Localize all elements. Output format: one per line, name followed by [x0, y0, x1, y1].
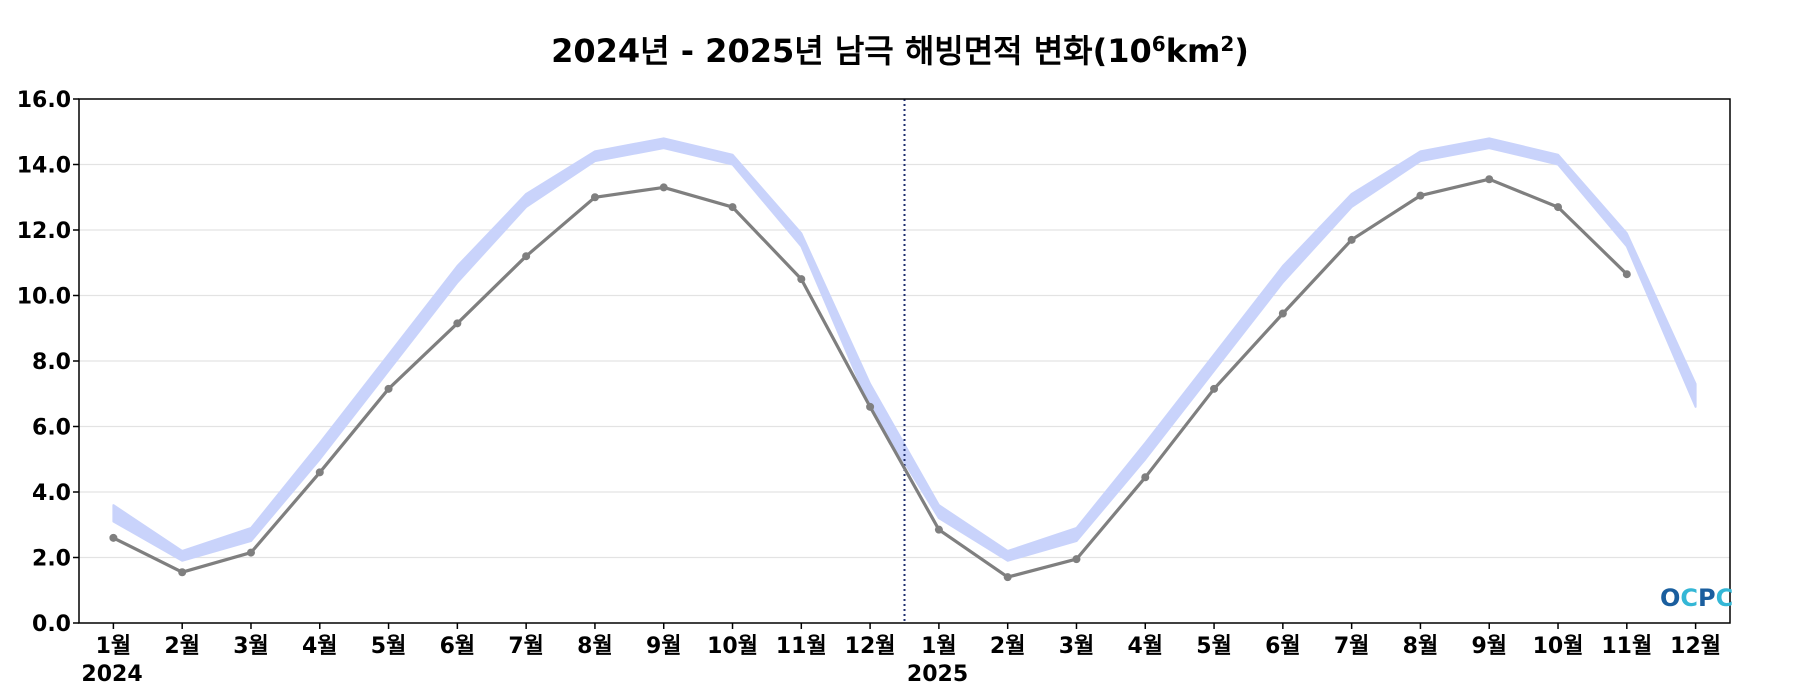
- data-point: [384, 384, 393, 393]
- x-tick-label: 5월: [1196, 634, 1232, 659]
- logo-letter: C: [1716, 584, 1734, 612]
- data-point: [246, 548, 255, 557]
- year-label: 2024: [81, 662, 142, 687]
- y-tick-label: 16.0: [17, 88, 71, 113]
- y-tick-label: 12.0: [17, 219, 71, 244]
- x-tick-label: 3월: [233, 634, 269, 659]
- x-tick-label: 6월: [440, 634, 476, 659]
- y-tick-label: 14.0: [17, 154, 71, 179]
- data-point: [453, 319, 462, 328]
- logo-letter: O: [1660, 584, 1680, 612]
- x-tick-label: 7월: [508, 634, 544, 659]
- x-tick-label: 12월: [845, 634, 896, 659]
- data-point: [315, 468, 324, 477]
- y-tick-label: 4.0: [32, 481, 71, 506]
- data-point: [109, 533, 118, 542]
- data-point: [1072, 555, 1081, 564]
- x-tick-label: 10월: [707, 634, 758, 659]
- year-labels: 2024 2025: [81, 662, 968, 687]
- x-tick-label: 1월: [96, 634, 132, 659]
- title-text: km: [1166, 32, 1221, 70]
- y-tick-label: 6.0: [32, 416, 71, 441]
- data-point: [934, 525, 943, 534]
- data-point: [522, 252, 531, 261]
- logo-letter: P: [1698, 584, 1716, 612]
- x-tick-label: 8월: [577, 634, 613, 659]
- x-tick-label: 1월: [921, 634, 957, 659]
- x-tick-label: 2월: [990, 634, 1026, 659]
- x-tick-label: 11월: [776, 634, 827, 659]
- title-text: 2024년 - 2025년 남극 해빙면적 변화(10: [551, 32, 1152, 70]
- x-axis-ticks: 1월 2월 3월 4월 5월 6월 7월 8월 9월 10월 11월 12월 1월 2월 3월 4월 5월 6월 7…: [96, 623, 1721, 659]
- extent-series: [112, 177, 1628, 579]
- y-tick-label: 2.0: [32, 547, 71, 572]
- x-tick-label: 6월: [1265, 634, 1301, 659]
- data-point: [1554, 203, 1563, 212]
- extent-points: [109, 175, 1631, 582]
- y-axis-ticks: 0.0 2.0 4.0 6.0 8.0 10.0 12.0 14.0 16.0: [17, 88, 79, 637]
- y-tick-label: 10.0: [17, 285, 71, 310]
- data-point: [659, 183, 668, 192]
- title-superscript: 2: [1220, 32, 1234, 56]
- y-tick-label: 8.0: [32, 350, 71, 375]
- x-tick-label: 7월: [1334, 634, 1370, 659]
- chart-title: 2024년 - 2025년 남극 해빙면적 변화(106km2): [551, 32, 1249, 70]
- normal-range-band: [112, 137, 1697, 562]
- data-point: [1485, 175, 1494, 184]
- data-point: [178, 568, 187, 577]
- x-tick-label: 5월: [371, 634, 407, 659]
- x-tick-label: 10월: [1533, 634, 1584, 659]
- x-tick-label: 9월: [646, 634, 682, 659]
- logo-letter: C: [1680, 584, 1698, 612]
- title-text: ): [1234, 32, 1249, 70]
- x-tick-label: 12월: [1670, 634, 1721, 659]
- y-tick-label: 0.0: [32, 612, 71, 637]
- normal-range-area: [112, 137, 1697, 562]
- x-tick-label: 11월: [1601, 634, 1652, 659]
- data-point: [728, 203, 737, 212]
- data-point: [1416, 191, 1425, 200]
- data-point: [1622, 270, 1631, 279]
- data-point: [1278, 309, 1287, 318]
- data-point: [1003, 573, 1012, 582]
- data-point: [797, 275, 806, 284]
- extent-line: [112, 177, 1628, 579]
- x-tick-label: 3월: [1059, 634, 1095, 659]
- x-tick-label: 2월: [164, 634, 200, 659]
- ocpc-logo: OCPC: [1660, 584, 1733, 612]
- data-point: [866, 402, 875, 411]
- year-label: 2025: [907, 662, 968, 687]
- data-point: [590, 193, 599, 202]
- data-point: [1141, 473, 1150, 482]
- x-tick-label: 4월: [1127, 634, 1163, 659]
- data-point: [1347, 235, 1356, 244]
- title-superscript: 6: [1152, 32, 1166, 56]
- x-tick-label: 9월: [1471, 634, 1507, 659]
- x-tick-label: 4월: [302, 634, 338, 659]
- x-tick-label: 8월: [1403, 634, 1439, 659]
- data-point: [1210, 384, 1219, 393]
